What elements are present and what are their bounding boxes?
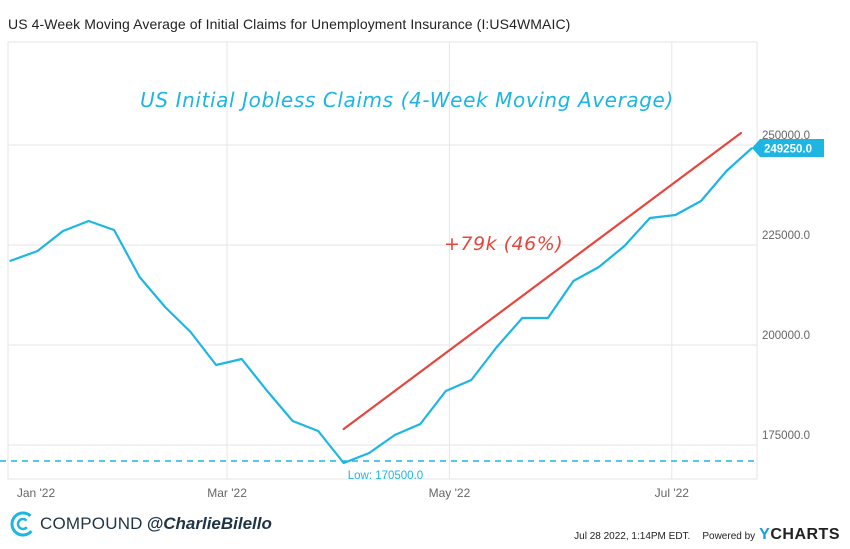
vertical-grid [226, 42, 673, 479]
ycharts-logo-y: Y [759, 526, 771, 543]
x-axis-labels: Jan '22 Mar '22 May '22 Jul '22 [17, 486, 689, 500]
ycharts-logo[interactable]: YCHARTS [759, 526, 840, 544]
data-point [138, 276, 141, 278]
data-point [189, 331, 192, 333]
data-point [700, 200, 702, 202]
data-point [291, 420, 294, 422]
x-tick-label: Jan '22 [17, 486, 56, 500]
plot-frame [7, 41, 758, 480]
horizontal-grid [8, 144, 757, 446]
timestamp: Jul 28 2022, 1:14PM EDT. [574, 531, 691, 542]
chart-title: US 4-Week Moving Average of Initial Clai… [8, 16, 571, 32]
data-point [572, 280, 575, 282]
trend-annotation: +79k (46%) [444, 233, 563, 255]
data-point [598, 266, 600, 268]
compound-logo: COMPOUND @CharlieBilello [10, 511, 272, 537]
author-handle: @CharlieBilello [146, 514, 272, 533]
data-point [649, 217, 651, 219]
data-point [394, 434, 396, 436]
data-point [266, 390, 269, 392]
footer-attribution: Jul 28 2022, 1:14PM EDT. Powered by YCHA… [574, 526, 840, 544]
data-point [725, 170, 728, 172]
series-line [9, 147, 753, 465]
data-point [419, 423, 422, 425]
low-label: Low: 170500.0 [348, 470, 423, 482]
last-value-badge-shape [752, 139, 824, 157]
brand-name: COMPOUND [40, 514, 143, 533]
data-point [674, 214, 677, 216]
data-point [87, 220, 90, 222]
data-point [623, 245, 626, 247]
data-point [240, 358, 243, 360]
data-point [342, 462, 345, 464]
data-point [9, 260, 11, 262]
data-point [113, 229, 115, 231]
data-point [62, 230, 64, 232]
data-point [470, 379, 473, 381]
data-point [368, 452, 371, 454]
data-point [521, 317, 524, 319]
last-value-badge: 249250.0 [752, 139, 824, 157]
series-points [9, 147, 753, 464]
data-point [164, 306, 166, 308]
data-point [317, 430, 320, 432]
y-tick-label: 225000.0 [762, 230, 810, 242]
data-point [547, 317, 549, 319]
x-tick-label: May '22 [429, 486, 471, 500]
ycharts-logo-text: CHARTS [770, 526, 840, 543]
trend-line [342, 131, 743, 431]
data-point [445, 390, 447, 392]
last-value-label: 249250.0 [764, 144, 812, 156]
compound-c-icon [10, 511, 36, 537]
y-tick-label: 200000.0 [762, 330, 810, 342]
data-point [496, 346, 498, 348]
data-point [36, 250, 39, 252]
x-tick-label: Mar '22 [207, 486, 247, 500]
x-tick-label: Jul '22 [655, 486, 690, 500]
inner-chart-title: US Initial Jobless Claims (4-Week Moving… [140, 88, 674, 112]
data-point [215, 364, 217, 366]
y-tick-label: 175000.0 [762, 430, 810, 442]
powered-by-label: Powered by [702, 531, 756, 542]
